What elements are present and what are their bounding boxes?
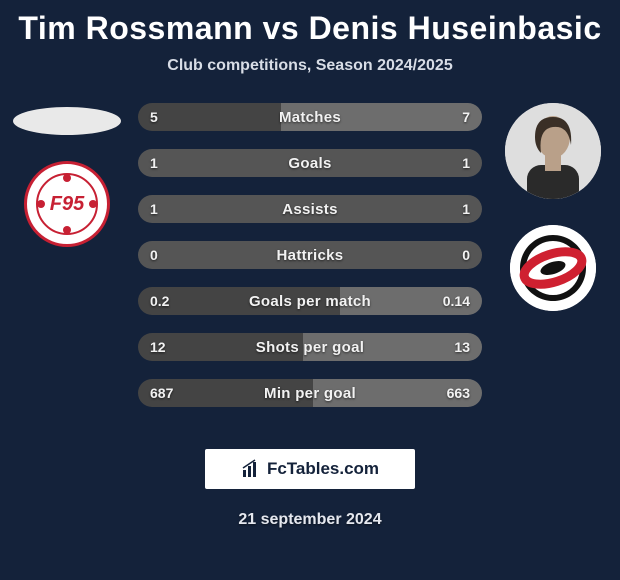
stat-row: 0Hattricks0 <box>138 241 482 269</box>
stat-label: Min per goal <box>138 379 482 407</box>
stat-bars-container: 5Matches71Goals11Assists10Hattricks00.2G… <box>138 103 482 425</box>
player-right-column <box>494 103 612 311</box>
stat-row: 687Min per goal663 <box>138 379 482 407</box>
watermark-badge[interactable]: FcTables.com <box>205 449 415 489</box>
stat-value-right: 663 <box>447 379 470 407</box>
player-right-avatar <box>505 103 601 199</box>
stat-label: Matches <box>138 103 482 131</box>
comparison-title: Tim Rossmann vs Denis Huseinbasic <box>0 0 620 47</box>
stat-value-right: 1 <box>462 149 470 177</box>
stat-label: Hattricks <box>138 241 482 269</box>
stat-value-right: 0.14 <box>443 287 470 315</box>
stat-value-right: 1 <box>462 195 470 223</box>
comparison-content: F95 5Match <box>0 103 620 433</box>
stat-label: Assists <box>138 195 482 223</box>
stat-row: 1Goals1 <box>138 149 482 177</box>
club-left-badge: F95 <box>36 173 98 235</box>
badge-dot-icon <box>63 174 71 182</box>
stat-label: Shots per goal <box>138 333 482 361</box>
comparison-subtitle: Club competitions, Season 2024/2025 <box>0 57 620 75</box>
club-left-code: F95 <box>50 193 84 216</box>
club-right-logo <box>510 225 596 311</box>
player-left-name: Tim Rossmann <box>18 10 253 46</box>
club-right-badge-icon <box>510 225 596 311</box>
stat-value-right: 13 <box>454 333 470 361</box>
player-left-avatar-placeholder <box>13 107 121 135</box>
player-left-column: F95 <box>8 103 126 247</box>
badge-dot-icon <box>63 226 71 234</box>
stat-row: 5Matches7 <box>138 103 482 131</box>
comparison-date: 21 september 2024 <box>0 511 620 529</box>
vs-separator: vs <box>263 10 300 46</box>
stat-label: Goals <box>138 149 482 177</box>
watermark-text: FcTables.com <box>267 459 379 479</box>
player-right-name: Denis Huseinbasic <box>309 10 602 46</box>
badge-dot-icon <box>37 200 45 208</box>
chart-icon <box>241 459 261 479</box>
avatar-silhouette-icon <box>505 103 601 199</box>
stat-row: 0.2Goals per match0.14 <box>138 287 482 315</box>
stat-value-right: 0 <box>462 241 470 269</box>
badge-dot-icon <box>89 200 97 208</box>
stat-row: 12Shots per goal13 <box>138 333 482 361</box>
stat-row: 1Assists1 <box>138 195 482 223</box>
stat-value-right: 7 <box>462 103 470 131</box>
club-left-logo: F95 <box>24 161 110 247</box>
stat-label: Goals per match <box>138 287 482 315</box>
